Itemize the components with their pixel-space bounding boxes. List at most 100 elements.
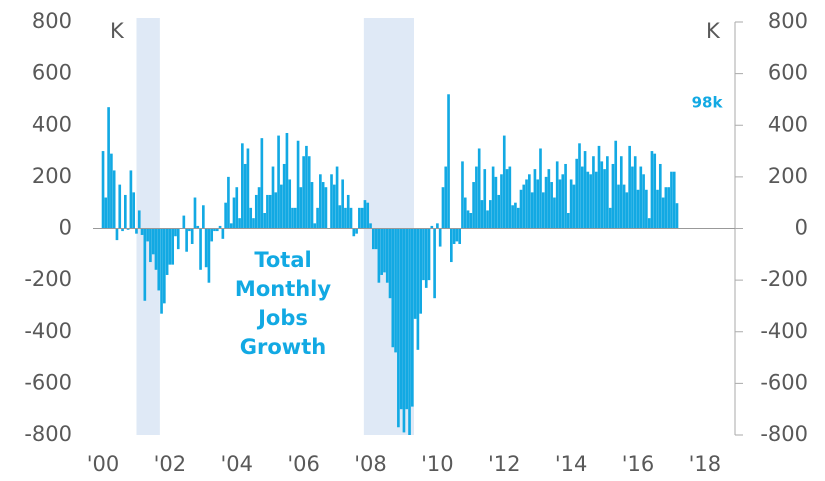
bar (213, 228, 216, 232)
x-tick-label: '06 (287, 452, 320, 476)
y2-tick-label: -800 (760, 422, 808, 446)
bar (224, 202, 227, 229)
bar (633, 156, 637, 229)
bar (461, 161, 464, 229)
bar (675, 203, 679, 229)
x-tick-label: '00 (87, 452, 120, 476)
bar (656, 189, 659, 229)
bar (282, 163, 286, 229)
bar (480, 200, 484, 229)
bar (349, 207, 353, 229)
bar (558, 179, 562, 229)
bar (182, 215, 186, 229)
bar (168, 228, 172, 265)
bar (561, 174, 565, 229)
bar (374, 228, 378, 250)
bar (137, 210, 141, 229)
bar (544, 176, 548, 229)
bar (160, 228, 163, 314)
bar (541, 192, 545, 229)
bar (397, 228, 400, 428)
bar (202, 205, 205, 229)
bar (293, 207, 297, 229)
bar (257, 187, 261, 229)
bar (321, 182, 325, 229)
bar (394, 228, 397, 353)
bar (154, 228, 158, 270)
bar (149, 228, 152, 263)
bar (338, 205, 342, 229)
bar (631, 166, 634, 229)
bar (575, 158, 579, 229)
bar (528, 174, 531, 229)
bar (594, 171, 598, 229)
bar (285, 132, 289, 229)
bar (530, 192, 534, 229)
bar (670, 171, 673, 229)
bar (221, 228, 225, 239)
bar (243, 163, 247, 229)
y2-tick-label: 800 (768, 9, 808, 33)
bar (352, 228, 356, 237)
bar (589, 174, 592, 229)
bar (606, 156, 609, 229)
bar (416, 228, 420, 350)
bar (196, 225, 200, 229)
bar (207, 228, 211, 283)
y2-unit: K (706, 19, 721, 43)
bar (477, 148, 481, 229)
bar (254, 194, 258, 229)
bar (645, 189, 648, 229)
bar (366, 202, 370, 229)
bar (653, 153, 657, 229)
y-tick-label: 0 (59, 216, 72, 240)
bar (536, 179, 540, 229)
bar (550, 182, 553, 229)
bar (466, 210, 470, 229)
bar (472, 182, 475, 229)
bar (129, 170, 133, 229)
bar (567, 213, 570, 229)
bar (619, 156, 623, 229)
x-tick-label: '12 (488, 452, 521, 476)
bar (151, 228, 155, 255)
bar (475, 166, 478, 229)
bar (516, 207, 520, 229)
bar (617, 184, 620, 229)
bar (291, 207, 294, 229)
bar (235, 187, 239, 229)
bar (171, 228, 175, 265)
bar (271, 166, 275, 229)
y2-tick-label: 400 (768, 112, 808, 136)
bar (215, 228, 219, 232)
bar (597, 145, 601, 229)
bar (268, 194, 272, 229)
bar (650, 151, 654, 229)
bar (511, 205, 514, 229)
bar (547, 169, 551, 229)
bar (307, 156, 311, 229)
bar (463, 197, 467, 229)
bar (185, 228, 188, 252)
bar (101, 151, 105, 229)
y-tick-label: 400 (32, 112, 72, 136)
bar (413, 228, 417, 319)
y2-tick-label: 0 (795, 216, 808, 240)
bar (341, 179, 344, 229)
bar (288, 179, 292, 229)
chart-title: Total Monthly Jobs Growth (234, 248, 332, 359)
y2-tick-label: -600 (760, 370, 808, 394)
bar (427, 228, 431, 281)
bar (667, 187, 670, 229)
bar (438, 228, 442, 247)
bar (176, 228, 180, 250)
bar (344, 207, 347, 229)
x-tick-label: '10 (421, 452, 454, 476)
bar (410, 228, 414, 407)
bar (132, 192, 136, 229)
bar (564, 163, 567, 229)
bar (522, 184, 526, 229)
y2-tick-label: 600 (768, 61, 808, 85)
